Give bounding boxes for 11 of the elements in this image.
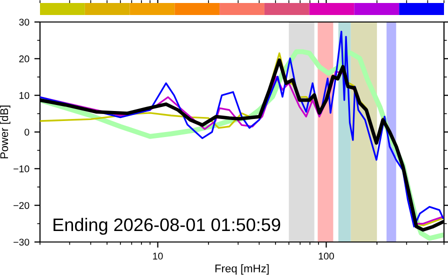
y-tick-label: −20 — [14, 202, 30, 209]
y-axis-title: Power [dB] — [0, 106, 10, 158]
x-tick-label: 100 — [318, 252, 334, 260]
y-tick-label: 10 — [20, 92, 30, 99]
y-tick-label: 0 — [24, 128, 30, 136]
x-axis-title: Freq [mHz] — [215, 264, 269, 275]
y-tick-label: −30 — [14, 238, 30, 246]
annotation: Ending 2026-08-01 01:50:59 — [54, 218, 280, 235]
y-tick-label: 20 — [19, 55, 30, 62]
y-tick-label: 30 — [19, 18, 30, 26]
y-tick-label: −10 — [14, 165, 30, 172]
